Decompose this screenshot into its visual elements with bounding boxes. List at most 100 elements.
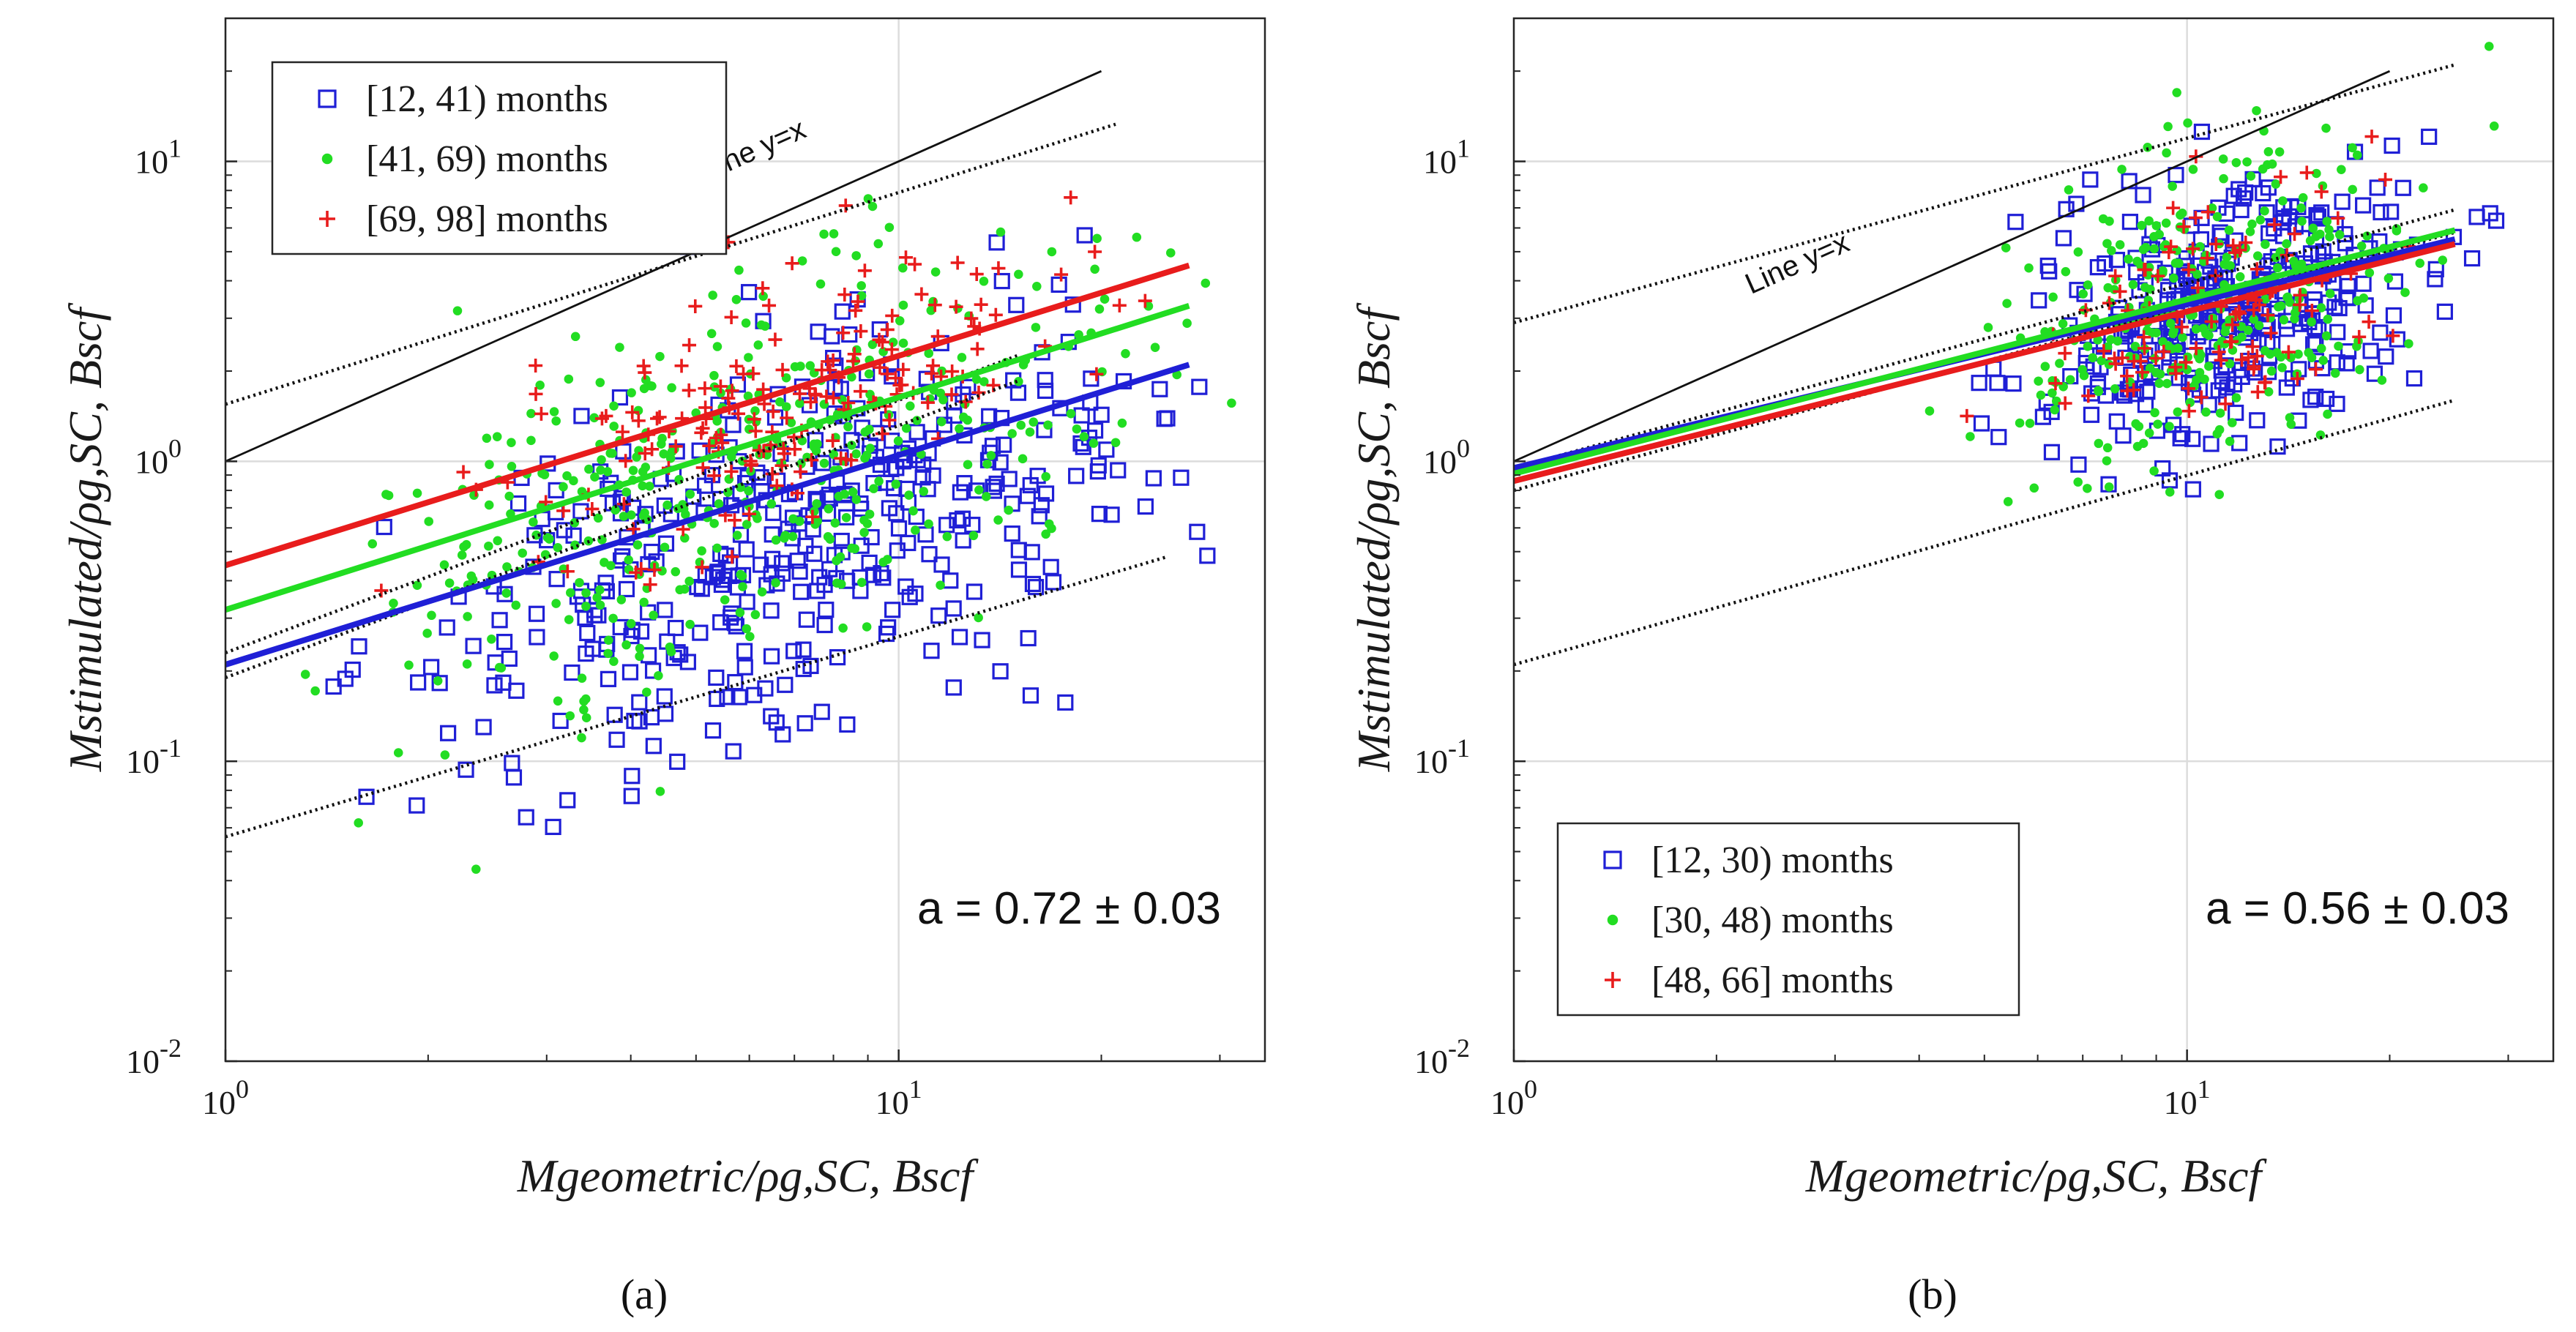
data-point [725,383,739,398]
data-point [2307,317,2316,327]
data-point [2290,314,2299,323]
data-point [2163,121,2173,132]
data-point [2031,292,2047,309]
data-point [806,545,823,562]
data-point [566,588,575,598]
fit-line-dot [225,303,1190,613]
data-point [1023,544,1040,561]
data-point [2188,165,2198,174]
data-point [2177,209,2187,218]
data-point [863,194,873,203]
data-point [964,311,979,326]
data-point [559,792,576,809]
data-point [768,714,785,731]
data-point [856,281,866,291]
data-point [2024,263,2034,273]
data-point [2050,405,2060,415]
data-point [738,582,747,591]
data-point [595,585,605,595]
data-point [895,316,905,326]
data-point [553,696,563,706]
data-point [2140,283,2150,292]
data-point [1037,382,1054,400]
data-point [1031,508,1048,525]
data-point [742,506,756,521]
data-point [884,368,900,385]
data-point [1973,415,1990,432]
data-point [638,467,648,476]
data-point [884,343,899,357]
data-point [300,670,310,679]
data-point [908,506,918,516]
data-point [2314,184,2329,199]
data-point [647,563,662,577]
data-point [628,465,638,476]
data-point [559,482,568,492]
data-point [2218,154,2228,164]
data-point [2225,318,2240,332]
data-point [2239,235,2253,250]
data-point [2273,302,2283,312]
data-point [2137,220,2146,231]
data-point [2183,118,2192,128]
data-point [619,454,633,468]
data-point [735,607,745,618]
data-point [869,484,878,493]
data-point [484,541,493,551]
data-point [2169,273,2186,291]
data-point [991,261,1006,276]
data-point [908,424,925,441]
data-point [2184,481,2201,498]
data-point [2362,343,2379,359]
data-point [862,519,873,528]
data-point [679,654,696,670]
data-point [882,413,897,427]
data-point [2269,438,2286,455]
data-point [1090,264,1100,274]
bound-line [1514,63,2456,325]
data-point [788,442,802,457]
data-point [2263,326,2278,340]
data-point [526,435,536,446]
data-point [781,373,791,383]
data-point [723,609,739,626]
data-point [1137,498,1154,515]
data-point [796,362,805,371]
data-point [2242,157,2252,167]
data-point [898,300,908,310]
data-point [2352,341,2362,351]
tick-label: 101 [2164,1074,2211,1121]
data-point [829,648,846,666]
data-point [774,555,791,572]
data-point [993,515,1003,525]
data-point [2189,341,2203,356]
data-point [2255,215,2266,225]
data-point [979,377,989,386]
data-point [2048,376,2063,391]
data-point [1014,377,1023,386]
data-point [2211,345,2226,359]
data-point [763,566,780,583]
data-point [2348,184,2357,195]
tick-label: 10-1 [126,733,182,780]
data-point [639,597,649,607]
data-point [631,414,646,428]
data-point [596,465,605,475]
tick-label: 10-1 [1414,733,1470,780]
data-point [2233,368,2250,385]
data-point [867,201,878,212]
data-point [684,576,694,586]
data-point [744,353,753,362]
data-point [404,660,414,670]
data-point [816,616,833,634]
data-point [2065,375,2075,385]
data-point [551,416,561,426]
data-point [1016,420,1026,430]
data-point [2048,292,2058,302]
reference-line [225,70,1102,463]
data-point [798,611,815,628]
data-point [675,585,684,595]
data-point [2047,388,2057,398]
data-point [2386,329,2400,343]
data-point [2231,157,2241,168]
